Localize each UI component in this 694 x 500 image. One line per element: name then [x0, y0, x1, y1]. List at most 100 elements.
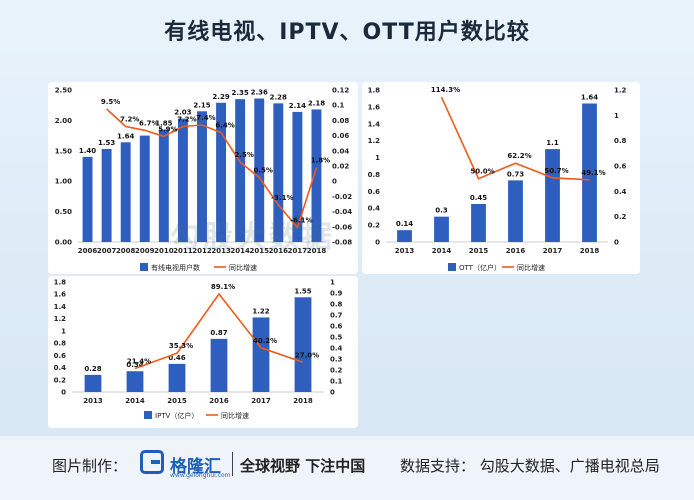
cable-x-tick-label: 2011 — [173, 247, 193, 255]
cable-bar-value-label: 2.36 — [251, 89, 268, 97]
iptv-y2-tick-label: 0.9 — [330, 290, 343, 298]
iptv-y2-tick-label: 0.3 — [330, 356, 343, 364]
ott-growth-label: 49.1% — [581, 169, 605, 177]
ott-y-tick-label: 1 — [375, 154, 380, 162]
ott-x-tick-label: 2017 — [543, 247, 563, 255]
ott-bar — [471, 204, 486, 242]
cable-x-tick-label: 2010 — [154, 247, 174, 255]
ott-x-tick-label: 2018 — [580, 247, 600, 255]
iptv-y2-tick-label: 0.4 — [330, 345, 343, 353]
cable-bar-value-label: 2.03 — [174, 109, 191, 117]
cable-bar — [82, 156, 93, 242]
cable-growth-label: 5.9% — [158, 125, 177, 133]
iptv-growth-label: 40.2% — [253, 337, 277, 345]
cable-bar — [158, 129, 169, 242]
ott-bar — [434, 216, 449, 242]
ott-y-tick-label: 0.6 — [368, 188, 381, 196]
cable-y-tick-label: 2.50 — [55, 87, 72, 95]
cable-y2-tick-label: 0.06 — [332, 132, 349, 140]
ott-bar — [582, 103, 597, 242]
ott-bar — [508, 180, 523, 242]
logo-url: www.gelonghui.com — [170, 472, 231, 479]
cable-bar-value-label: 2.15 — [193, 101, 210, 109]
cable-bar — [197, 111, 207, 242]
iptv-growth-label: 21.4% — [127, 357, 151, 365]
iptv-y-tick-label: 0 — [61, 389, 66, 397]
cable-bar — [216, 102, 227, 242]
cable-x-tick-label: 2008 — [116, 247, 136, 255]
ott-y2-tick-label: 0.8 — [614, 137, 627, 145]
iptv-x-tick-label: 2018 — [293, 397, 313, 405]
cable-growth-label: 7.2% — [120, 115, 139, 123]
cable-y2-tick-label: -0.04 — [332, 208, 352, 216]
made-by-label: 图片制作： — [52, 457, 128, 475]
cable-y2-tick-label: 0.12 — [332, 87, 349, 95]
ott-x-tick-label: 2014 — [432, 247, 452, 255]
iptv-bar — [168, 363, 186, 392]
cable-x-tick-label: 2016 — [269, 247, 289, 255]
footer — [0, 436, 694, 500]
iptv-growth-label: 27.0% — [295, 351, 319, 359]
iptv-bar — [210, 338, 228, 392]
cable-x-tick-label: 2006 — [78, 247, 98, 255]
ott-growth-label: 114.3% — [431, 86, 460, 94]
cable-bar — [101, 148, 112, 242]
cable-bar-value-label: 2.18 — [308, 99, 325, 107]
cable-bar-value-label: 2.29 — [212, 93, 229, 101]
iptv-y2-tick-label: 0 — [330, 389, 335, 397]
cable-x-tick-label: 2017 — [288, 247, 308, 255]
iptv-bar — [126, 371, 144, 392]
cable-bar-value-label: 1.85 — [155, 120, 172, 128]
cable-growth-label: 9.5% — [101, 98, 120, 106]
ott-bar-value-label: 0.45 — [470, 194, 487, 202]
slogan: 全球视野 下注中国 — [240, 457, 366, 475]
ott-bar-value-label: 0.73 — [507, 170, 524, 178]
ott-y2-tick-label: 1.2 — [614, 87, 627, 95]
cable-legend-bar-swatch — [140, 263, 148, 271]
logo-text: 格隆汇 — [170, 457, 221, 477]
cable-y2-tick-label: -0.06 — [332, 223, 352, 231]
ott-y2-tick-label: 0.2 — [614, 213, 627, 221]
iptv-chart-panel: 0 0.2 0.4 0.6 0.8 1 1.2 1.4 1.6 1.8 0 0.1 0.2 0.3 0.4 0… — [48, 276, 358, 428]
cable-legend-bar-label: 有线电视用户数 — [151, 263, 200, 272]
cable-growth-label: 7.2% — [177, 115, 196, 123]
iptv-y-tick-label: 0.6 — [54, 352, 67, 360]
iptv-y-tick-label: 1.8 — [54, 279, 67, 287]
cable-bar-value-label: 2.14 — [289, 102, 306, 110]
ott-y-tick-label: 0 — [375, 239, 380, 247]
cable-legend-line-label: 同比增速 — [229, 263, 257, 272]
ott-bar-value-label: 1.1 — [546, 139, 559, 147]
iptv-y2-tick-label: 0.5 — [330, 334, 343, 342]
iptv-legend-line-label: 同比增速 — [221, 411, 249, 420]
cable-x-tick-label: 2013 — [211, 247, 231, 255]
cable-y2-tick-label: 0.04 — [332, 147, 349, 155]
iptv-bar — [84, 374, 102, 392]
cable-growth-label: 6.7% — [139, 119, 158, 127]
ott-y-tick-label: 0.2 — [368, 222, 381, 230]
ott-x-tick-label: 2015 — [469, 247, 489, 255]
iptv-bar — [252, 317, 270, 392]
cable-y-tick-label: 0.00 — [55, 239, 72, 247]
ott-y2-tick-label: 0.4 — [614, 188, 627, 196]
iptv-y-tick-label: 0.2 — [54, 376, 67, 384]
ott-chart-panel: 0 0.2 0.4 0.6 0.8 1 1.2 1.4 1.6 1.8 0 0.2 0.4 0.6 0.8 1… — [362, 82, 640, 274]
cable-y-tick-label: 1.50 — [55, 147, 72, 155]
iptv-y-tick-label: 0.8 — [54, 340, 67, 348]
cable-y-tick-label: 0.50 — [55, 208, 72, 216]
ott-bar — [545, 149, 560, 242]
iptv-bar-value-label: 0.87 — [210, 329, 227, 337]
ott-bar-value-label: 1.64 — [581, 94, 598, 102]
cable-y2-tick-label: 0.1 — [332, 102, 345, 110]
cable-bar — [177, 118, 188, 242]
cable-growth-label: 2.5% — [234, 151, 253, 159]
iptv-chart: 0 0.2 0.4 0.6 0.8 1 1.2 1.4 1.6 1.8 0 0.1 0.2 0.3 0.4 0… — [54, 279, 343, 421]
ott-x-tick-label: 2016 — [506, 247, 526, 255]
cable-x-tick-label: 2014 — [230, 247, 250, 255]
iptv-y2-tick-label: 0.7 — [330, 312, 343, 320]
iptv-bar-value-label: 0.34 — [126, 361, 143, 369]
cable-bar-value-label: 1.40 — [79, 147, 96, 155]
iptv-y-tick-label: 0.4 — [54, 364, 67, 372]
cable-bar-value-label: 2.28 — [270, 93, 287, 101]
ott-legend-bar-label: OTT（亿户） — [459, 263, 501, 272]
ott-growth-line — [440, 96, 590, 181]
